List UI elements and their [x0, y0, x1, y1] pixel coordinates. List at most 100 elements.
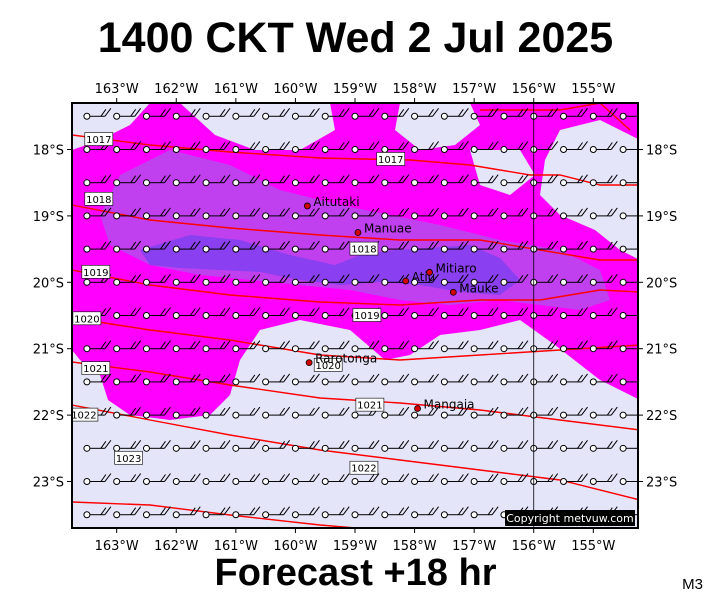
- lon-label-bottom: 159°W: [333, 539, 377, 554]
- wind-barb: [589, 440, 618, 452]
- svg-text:1021: 1021: [83, 364, 108, 375]
- wind-barb: [202, 307, 231, 319]
- wind-barb: [232, 506, 261, 519]
- wind-barb: [291, 373, 320, 386]
- wind-barb: [262, 373, 291, 386]
- copyright-box: [505, 510, 635, 526]
- wind-barb: [172, 207, 201, 220]
- wind-barb: [202, 107, 231, 120]
- wind-barb: [500, 107, 529, 120]
- wind-barb: [321, 373, 350, 386]
- lat-label-left: 18°S: [33, 143, 64, 158]
- wind-barb: [202, 506, 231, 519]
- wind-barb: [440, 273, 469, 286]
- isobar-label: 1018: [349, 241, 379, 256]
- wind-barb: [172, 340, 201, 353]
- svg-text:1017: 1017: [86, 135, 111, 146]
- wind-barb: [440, 174, 469, 187]
- wind-barb: [560, 340, 588, 353]
- wind-barb: [232, 373, 261, 386]
- wind-barb: [440, 240, 469, 253]
- lon-label-top: 159°W: [333, 82, 377, 97]
- wind-barb: [589, 240, 618, 253]
- wind-barb: [351, 273, 380, 286]
- wind-barb: [262, 406, 291, 419]
- town-marker: Mitiaro: [426, 261, 477, 276]
- wind-barb: [351, 440, 380, 452]
- wind-barb: [560, 307, 588, 319]
- wind-barb: [470, 174, 499, 187]
- wind-barb: [619, 378, 638, 386]
- wind-barb: [411, 506, 439, 519]
- wind-barb: [113, 440, 142, 452]
- lon-label-bottom: 157°W: [452, 539, 496, 554]
- town-dot: [449, 288, 457, 296]
- wind-barb: [560, 406, 588, 419]
- wind-barb: [500, 240, 529, 253]
- wind-barb: [470, 440, 499, 452]
- lon-label-top: 161°W: [214, 82, 258, 97]
- wind-barb: [589, 406, 618, 419]
- wind-barb: [172, 174, 201, 187]
- town-dot: [305, 359, 313, 367]
- wind-barb: [262, 207, 291, 220]
- wind-barb: [500, 340, 529, 353]
- wind-barb: [321, 340, 350, 353]
- wind-barb: [142, 473, 171, 486]
- wind-barb: [291, 107, 320, 120]
- wind-barb: [172, 240, 201, 253]
- wind-barb: [172, 473, 201, 486]
- wind-barb: [113, 273, 142, 286]
- lat-label-left: 19°S: [33, 210, 64, 225]
- wind-barb: [411, 307, 439, 319]
- wind-barb: [560, 141, 588, 153]
- town-dot: [354, 229, 362, 236]
- wind-barb: [113, 473, 142, 486]
- wind-barb: [560, 207, 588, 220]
- isobar-label: 1021: [81, 361, 111, 375]
- wind-barb: [142, 141, 171, 153]
- wind-barb: [440, 506, 469, 519]
- town-marker: Rarotonga: [305, 352, 377, 367]
- wind-barb: [202, 340, 231, 353]
- wind-barb: [589, 473, 618, 486]
- isobar-labels: 1017 1017 1018 1018 1019 1019 1020 1020 1021 1021…: [72, 132, 406, 475]
- wind-barb: [560, 373, 588, 386]
- wind-barb: [589, 307, 618, 319]
- town-name: Aitutaki: [313, 195, 359, 209]
- wind-barb: [619, 179, 638, 187]
- wind-barb: [321, 207, 350, 220]
- wind-barb: [262, 340, 291, 353]
- wind-barb: [470, 340, 499, 353]
- isobar-label: 1018: [84, 191, 114, 206]
- wind-barb: [381, 174, 410, 187]
- isobar-label: 1022: [72, 407, 99, 422]
- wind-barb: [381, 340, 410, 353]
- wind-barb: [202, 207, 231, 220]
- town-marker: Manuae: [354, 221, 412, 236]
- wind-barb: [232, 340, 261, 353]
- wind-barb: [172, 440, 201, 452]
- wind-barb: [440, 340, 469, 353]
- wind-barb: [291, 340, 320, 353]
- lat-label-left: 23°S: [33, 476, 64, 491]
- wind-barb: [291, 406, 320, 419]
- wind-barb: [351, 506, 380, 519]
- wind-barb: [172, 406, 201, 419]
- wind-barb: [470, 406, 499, 419]
- wind-barb: [500, 207, 529, 220]
- wind-barb: [351, 473, 380, 486]
- lat-label-right: 20°S: [646, 276, 677, 291]
- lat-label-right: 22°S: [646, 409, 677, 424]
- wind-barb: [589, 174, 618, 187]
- wind-barb: [500, 473, 529, 486]
- wind-barb: [470, 273, 499, 286]
- wind-barb: [262, 240, 291, 253]
- wind-barb: [291, 273, 320, 286]
- town-name: Mauke: [459, 281, 498, 295]
- lon-label-top: 158°W: [392, 82, 436, 97]
- wind-barb: [440, 473, 469, 486]
- wind-barb: [560, 174, 588, 187]
- wind-barb: [351, 340, 380, 353]
- town-marker: Mangaia: [414, 397, 475, 412]
